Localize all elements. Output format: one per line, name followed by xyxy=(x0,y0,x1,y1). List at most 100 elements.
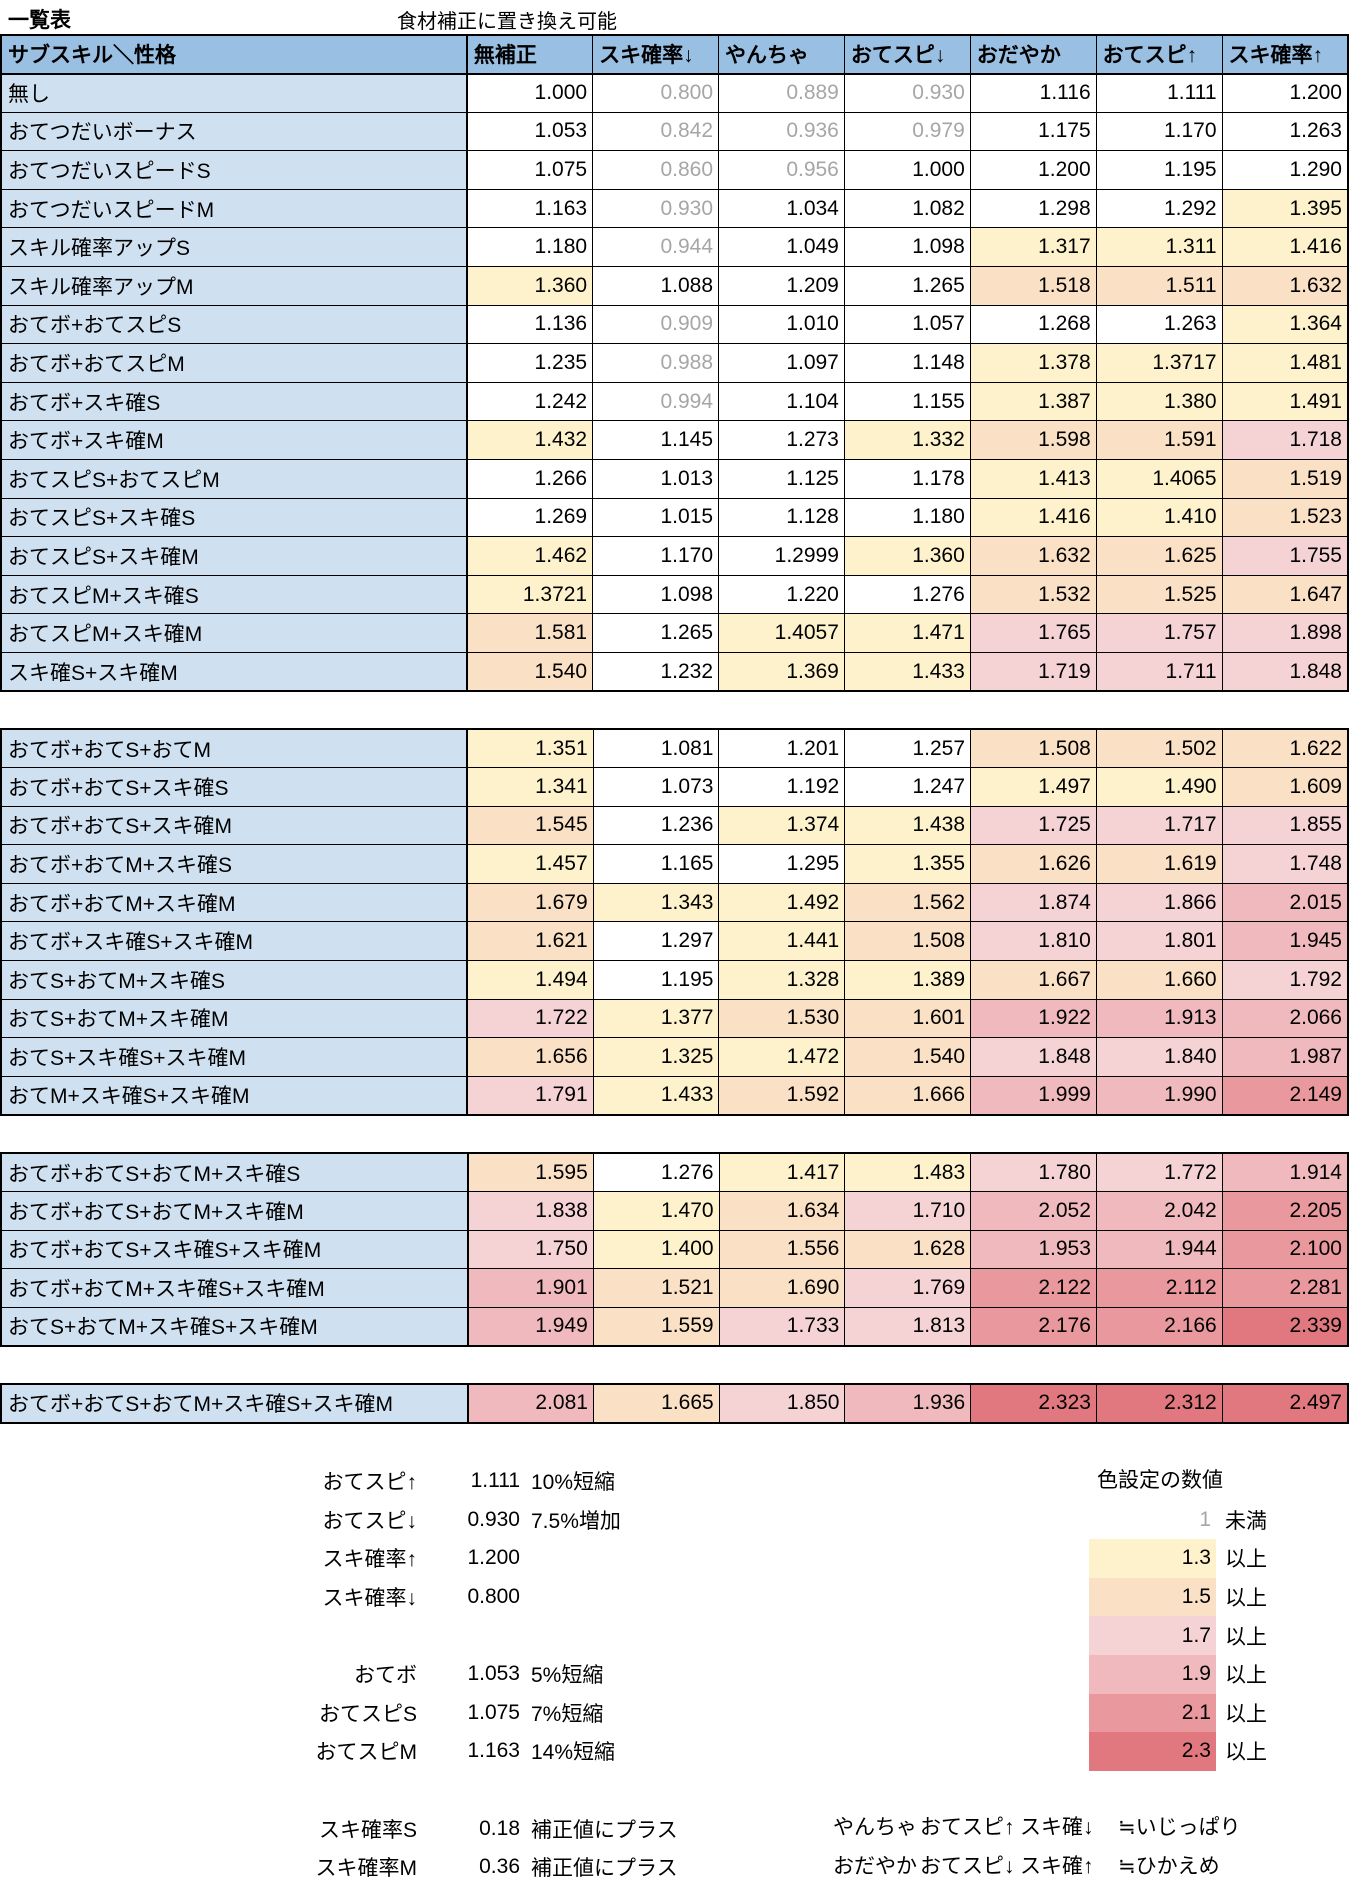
value-cell[interactable]: 1.328 xyxy=(718,960,846,1000)
value-cell[interactable]: 1.389 xyxy=(844,960,972,1000)
row-label[interactable]: おてS+おてM+スキ確S xyxy=(0,960,469,1000)
value-cell[interactable]: 1.622 xyxy=(1221,728,1349,769)
value-cell[interactable]: 1.098 xyxy=(843,227,971,268)
row-label[interactable]: おてボ+おてM+スキ確M xyxy=(0,882,469,923)
value-cell[interactable]: 1.492 xyxy=(718,882,846,923)
value-cell[interactable]: 1.276 xyxy=(592,1152,720,1193)
value-cell[interactable]: 1.813 xyxy=(844,1306,972,1347)
value-cell[interactable]: 1.470 xyxy=(592,1191,720,1231)
value-cell[interactable]: 1.666 xyxy=(844,1075,972,1116)
row-label[interactable]: おてボ+おてS+スキ確S xyxy=(0,767,469,807)
value-cell[interactable]: 0.936 xyxy=(718,111,845,152)
value-cell[interactable]: 1.148 xyxy=(843,343,971,383)
value-cell[interactable]: 1.369 xyxy=(718,652,845,692)
value-cell[interactable]: 1.163 xyxy=(466,188,594,229)
row-label[interactable]: おてボ+スキ確S+スキ確M xyxy=(0,921,469,962)
row-label[interactable]: おてS+おてM+スキ確S+スキ確M xyxy=(0,1306,469,1347)
value-cell[interactable]: 1.949 xyxy=(467,1306,594,1347)
value-cell[interactable]: 1.490 xyxy=(1095,767,1223,807)
value-cell[interactable]: 1.769 xyxy=(844,1268,972,1308)
value-cell[interactable]: 1.545 xyxy=(466,805,594,846)
value-cell[interactable]: 1.343 xyxy=(592,882,720,923)
value-cell[interactable]: 1.592 xyxy=(718,1075,846,1116)
value-cell[interactable]: 1.175 xyxy=(969,111,1097,152)
value-cell[interactable]: 1.944 xyxy=(1095,1229,1223,1270)
value-cell[interactable]: 1.518 xyxy=(969,266,1097,306)
value-cell[interactable]: 1.497 xyxy=(970,767,1097,807)
value-cell[interactable]: 0.842 xyxy=(592,111,720,152)
value-cell[interactable]: 2.149 xyxy=(1221,1075,1349,1116)
value-cell[interactable]: 1.656 xyxy=(466,1037,594,1077)
value-cell[interactable]: 1.387 xyxy=(969,381,1097,422)
value-cell[interactable]: 1.750 xyxy=(467,1229,594,1270)
value-cell[interactable]: 1.400 xyxy=(592,1229,720,1270)
value-cell[interactable]: 2.323 xyxy=(970,1383,1097,1424)
value-cell[interactable]: 1.295 xyxy=(718,844,846,884)
value-cell[interactable]: 1.562 xyxy=(844,882,972,923)
value-cell[interactable]: 2.066 xyxy=(1221,998,1349,1039)
value-cell[interactable]: 1.097 xyxy=(718,343,845,383)
row-label[interactable]: おてM+スキ確S+スキ確M xyxy=(0,1075,469,1116)
value-cell[interactable]: 1.953 xyxy=(970,1229,1097,1270)
row-label[interactable]: おてボ+おてM+スキ確S xyxy=(0,844,469,884)
value-cell[interactable]: 1.413 xyxy=(969,459,1097,499)
value-cell[interactable]: 1.178 xyxy=(843,459,971,499)
row-label[interactable]: おてボ+おてS+おてM+スキ確S+スキ確M xyxy=(0,1383,469,1424)
value-cell[interactable]: 1.145 xyxy=(592,420,720,461)
value-cell[interactable]: 1.232 xyxy=(592,652,720,692)
value-cell[interactable]: 1.195 xyxy=(1095,150,1223,190)
value-cell[interactable]: 1.417 xyxy=(718,1152,846,1193)
value-cell[interactable]: 1.170 xyxy=(1095,111,1223,152)
value-cell[interactable]: 1.628 xyxy=(844,1229,972,1270)
value-cell[interactable]: 1.082 xyxy=(843,188,971,229)
value-cell[interactable]: 1.192 xyxy=(718,767,846,807)
value-cell[interactable]: 1.377 xyxy=(592,998,720,1039)
value-cell[interactable]: 1.757 xyxy=(1095,613,1223,653)
value-cell[interactable]: 1.325 xyxy=(592,1037,720,1077)
value-cell[interactable]: 1.874 xyxy=(970,882,1097,923)
value-cell[interactable]: 1.530 xyxy=(718,998,846,1039)
value-cell[interactable]: 1.792 xyxy=(1221,960,1349,1000)
value-cell[interactable]: 1.632 xyxy=(1221,266,1349,306)
value-cell[interactable]: 1.433 xyxy=(592,1075,720,1116)
value-cell[interactable]: 1.609 xyxy=(1221,767,1349,807)
value-cell[interactable]: 2.281 xyxy=(1221,1268,1349,1308)
value-cell[interactable]: 1.015 xyxy=(592,497,720,538)
value-cell[interactable]: 1.591 xyxy=(1095,420,1223,461)
value-cell[interactable]: 1.855 xyxy=(1221,805,1349,846)
value-cell[interactable]: 1.265 xyxy=(843,266,971,306)
value-cell[interactable]: 1.936 xyxy=(844,1383,972,1424)
value-cell[interactable]: 1.155 xyxy=(843,381,971,422)
value-cell[interactable]: 1.660 xyxy=(1095,960,1223,1000)
value-cell[interactable]: 1.625 xyxy=(1095,536,1223,576)
value-cell[interactable]: 2.205 xyxy=(1221,1191,1349,1231)
column-header-2[interactable]: やんちゃ xyxy=(718,34,845,75)
value-cell[interactable]: 1.765 xyxy=(969,613,1097,653)
value-cell[interactable]: 1.848 xyxy=(1221,652,1349,692)
row-label[interactable]: スキル確率アップS xyxy=(0,227,468,268)
value-cell[interactable]: 1.355 xyxy=(844,844,972,884)
value-cell[interactable]: 0.979 xyxy=(843,111,971,152)
value-cell[interactable]: 1.201 xyxy=(718,728,846,769)
corner-header-cell[interactable]: サブスキル＼性格 xyxy=(0,34,468,75)
value-cell[interactable]: 1.341 xyxy=(466,767,594,807)
value-cell[interactable]: 0.930 xyxy=(592,188,720,229)
row-label[interactable]: おてスピM+スキ確S xyxy=(0,574,468,615)
value-cell[interactable]: 1.395 xyxy=(1221,188,1349,229)
value-cell[interactable]: 1.717 xyxy=(1095,805,1223,846)
value-cell[interactable]: 2.339 xyxy=(1221,1306,1349,1347)
value-cell[interactable]: 1.269 xyxy=(466,497,594,538)
value-cell[interactable]: 1.200 xyxy=(969,150,1097,190)
value-cell[interactable]: 1.200 xyxy=(1221,73,1349,113)
value-cell[interactable]: 1.410 xyxy=(1095,497,1223,538)
row-label[interactable]: おてつだいスピードM xyxy=(0,188,468,229)
value-cell[interactable]: 1.290 xyxy=(1221,150,1349,190)
value-cell[interactable]: 1.521 xyxy=(592,1268,720,1308)
value-cell[interactable]: 1.273 xyxy=(718,420,845,461)
value-cell[interactable]: 1.360 xyxy=(466,266,594,306)
value-cell[interactable]: 1.710 xyxy=(844,1191,972,1231)
value-cell[interactable]: 1.010 xyxy=(718,304,845,345)
value-cell[interactable]: 0.956 xyxy=(718,150,845,190)
value-cell[interactable]: 1.380 xyxy=(1095,381,1223,422)
value-cell[interactable]: 1.416 xyxy=(969,497,1097,538)
